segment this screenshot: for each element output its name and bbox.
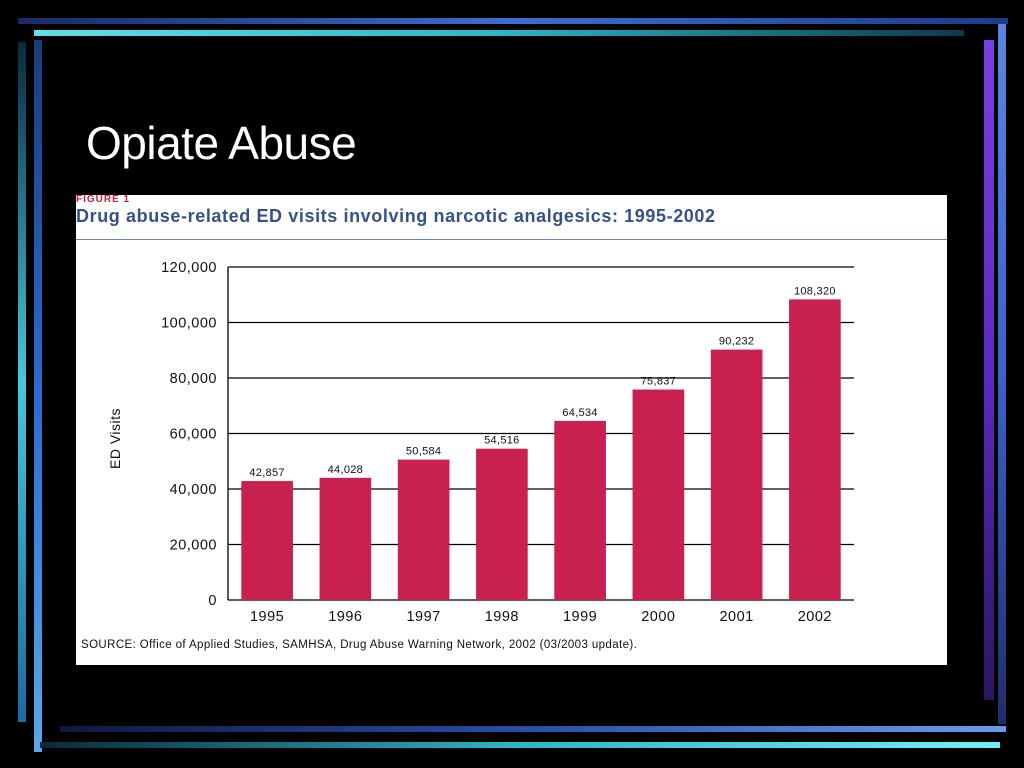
title-rule xyxy=(76,239,947,240)
frame-bottom-bar-blue xyxy=(60,726,1006,732)
slide-title: Opiate Abuse xyxy=(86,117,357,169)
y-axis-label: ED Visits xyxy=(107,408,123,469)
y-tick-label: 80,000 xyxy=(170,371,217,387)
y-tick-label: 20,000 xyxy=(170,538,217,554)
bar-chart: 0 20,000 40,000 60,000 80,000 100,000 120,000 E… xyxy=(107,260,854,625)
bar-1998 xyxy=(476,448,528,600)
y-tick-label: 40,000 xyxy=(170,482,217,498)
x-tick-label-1999: 1999 xyxy=(563,609,597,625)
frame-right-bar-blue xyxy=(998,24,1006,724)
y-tick-label: 60,000 xyxy=(170,427,217,443)
data-label-2000: 75,837 xyxy=(641,376,676,388)
bar-2000 xyxy=(632,389,685,600)
source-note: SOURCE: Office of Applied Studies, SAMHS… xyxy=(81,639,638,651)
bar-1996 xyxy=(319,477,372,600)
data-label-1995: 42,857 xyxy=(249,467,284,479)
x-tick-label-2002: 2002 xyxy=(798,609,832,625)
bar-1999 xyxy=(554,420,606,600)
data-label-1996: 44,028 xyxy=(328,464,363,476)
figure-title: Drug abuse-related ED visits involving n… xyxy=(76,206,716,226)
frame-left-bar-blue xyxy=(34,40,42,752)
data-label-1999: 64,534 xyxy=(562,407,597,419)
bar-2001 xyxy=(710,349,763,600)
x-tick-label-2000: 2000 xyxy=(641,609,675,625)
x-tick-label-1995: 1995 xyxy=(250,609,284,625)
frame-top-bar xyxy=(18,18,1008,24)
bar-2002 xyxy=(789,299,841,600)
data-label-2001: 90,232 xyxy=(719,336,754,348)
x-tick-label-2001: 2001 xyxy=(719,609,753,625)
bar-1995 xyxy=(241,481,293,600)
data-label-2002: 108,320 xyxy=(794,285,836,297)
data-label-1997: 50,584 xyxy=(406,446,441,458)
x-tick-label-1998: 1998 xyxy=(485,609,519,625)
y-tick-label: 120,000 xyxy=(161,260,217,276)
x-tick-label-1997: 1997 xyxy=(406,609,440,625)
y-tick-label: 100,000 xyxy=(161,316,217,332)
frame-bottom-bar-cyan xyxy=(40,742,1000,748)
bar-1997 xyxy=(397,459,450,600)
y-tick-label: 0 xyxy=(208,593,217,609)
figure-label: FIGURE 1 xyxy=(76,194,131,205)
chart-panel: FIGURE 1 Drug abuse-related ED visits in… xyxy=(76,194,947,665)
frame-top-bar-cyan xyxy=(34,30,964,36)
data-label-1998: 54,516 xyxy=(484,435,519,447)
frame-left-bar xyxy=(18,42,26,722)
frame-right-bar-purple xyxy=(984,40,994,700)
x-tick-label-1996: 1996 xyxy=(328,609,362,625)
